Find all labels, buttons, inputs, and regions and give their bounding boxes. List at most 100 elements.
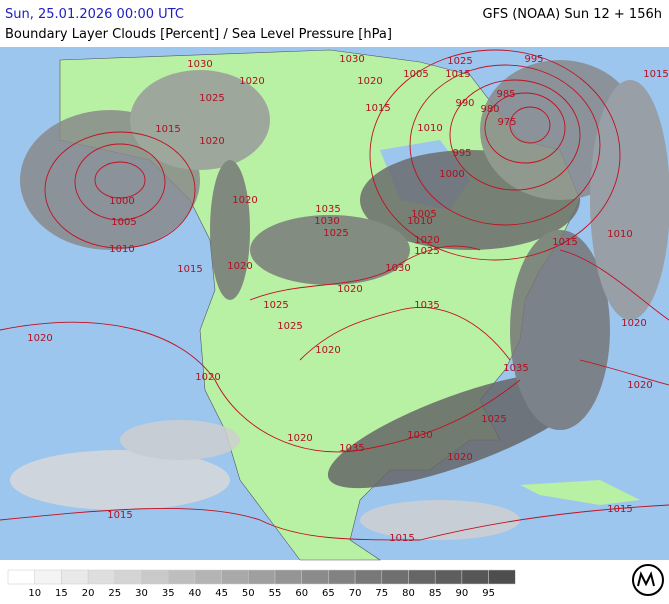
isobar-label: 1015	[107, 510, 132, 521]
legend-label: 95	[482, 588, 495, 599]
legend-label: 35	[162, 588, 175, 599]
isobar-label: 1020	[287, 433, 312, 444]
legend-label: 45	[215, 588, 228, 599]
cuba	[520, 480, 640, 505]
isobar-label: 1025	[447, 56, 472, 67]
isobar-label: 1005	[403, 69, 428, 80]
isobar-label: 1015	[389, 533, 414, 544]
legend-swatch	[248, 569, 276, 585]
legend-label: 15	[55, 588, 68, 599]
legend-swatch	[221, 569, 249, 585]
isobar-label: 1020	[621, 318, 646, 329]
legend-swatch	[87, 569, 116, 585]
isobar-label: 1030	[339, 54, 364, 65]
isobar-label: 1015	[177, 264, 202, 275]
isobar-label: 1020	[357, 76, 382, 87]
legend-label: 50	[242, 588, 255, 599]
isobar-label: 1010	[417, 123, 442, 134]
isobar-label: 1020	[195, 372, 220, 383]
isobar-label: 1005	[111, 217, 136, 228]
cloud	[250, 215, 410, 285]
legend-swatch	[34, 569, 62, 585]
isobar-label: 1020	[447, 452, 472, 463]
legend-label: 20	[82, 588, 95, 599]
isobar-label: 1025	[199, 93, 224, 104]
isobar-label: 980	[480, 104, 499, 115]
isobar-label: 1020	[227, 261, 252, 272]
isobar-label: 1020	[337, 284, 362, 295]
isobars	[0, 49, 669, 541]
legend-swatch	[434, 569, 463, 585]
isobar-label: 1035	[315, 204, 340, 215]
legend-swatch	[194, 569, 222, 585]
legend-label: 25	[108, 588, 121, 599]
legend-swatch	[461, 569, 489, 585]
legend-label: 85	[429, 588, 442, 599]
legend-label: 80	[402, 588, 415, 599]
isobar-label: 1030	[385, 263, 410, 274]
isobar-label: 1025	[481, 414, 506, 425]
cloud	[590, 80, 669, 320]
isobar-label: 990	[455, 98, 474, 109]
isobar-label: 1030	[187, 59, 212, 70]
legend-swatch	[328, 569, 356, 585]
isobar-label: 1020	[232, 195, 257, 206]
isobar-label: 995	[524, 54, 543, 65]
map: 1030102010251015102010001005101010201015…	[0, 47, 669, 561]
legend-label: 60	[295, 588, 308, 599]
isobar-label: 1020	[315, 345, 340, 356]
isobar-label: 1035	[414, 300, 439, 311]
legend-label: 10	[28, 588, 41, 599]
legend-swatch	[61, 569, 89, 585]
date: Sun, 25.01.2026 00:00 UTC	[5, 7, 184, 22]
legend-swatch	[114, 569, 142, 585]
isobar-labels: 1030102010251015102010001005101010201015…	[27, 54, 668, 544]
cloud	[510, 230, 610, 430]
isobar-label: 975	[497, 117, 516, 128]
cloud	[130, 70, 270, 170]
legend-swatch	[408, 569, 436, 585]
isobar-label: 1015	[365, 103, 390, 114]
isobar-label: 1020	[627, 380, 652, 391]
isobar-label: 1020	[239, 76, 264, 87]
legend-swatch	[141, 569, 169, 585]
isobar-label: 1030	[314, 216, 339, 227]
isobar-label: 1015	[552, 237, 577, 248]
legend-swatch	[167, 569, 196, 585]
isobar-label: 1035	[339, 443, 364, 454]
isobar-label: 1015	[607, 504, 632, 515]
logo	[632, 564, 664, 596]
isobar-label: 1000	[439, 169, 464, 180]
legend-label: 30	[135, 588, 148, 599]
isobar-label: 1025	[323, 228, 348, 239]
isobar-label: 1025	[414, 246, 439, 257]
title: Boundary Layer Clouds [Percent] / Sea Le…	[5, 27, 392, 42]
legend-label: 75	[375, 588, 388, 599]
legend-swatch	[7, 569, 35, 585]
clouds	[10, 60, 669, 540]
isobar-label: 985	[496, 89, 515, 100]
legend-swatch	[301, 569, 329, 585]
legend-swatch	[354, 569, 383, 585]
isobar-label: 1010	[407, 216, 432, 227]
isobar-label: 1025	[263, 300, 288, 311]
legend-swatch	[488, 569, 516, 585]
isobar-label: 1015	[445, 69, 470, 80]
isobar-label: 1020	[414, 235, 439, 246]
legend-label: 90	[456, 588, 469, 599]
isobar-label: 1035	[503, 363, 528, 374]
legend-label: 55	[269, 588, 282, 599]
cloud	[10, 450, 230, 510]
isobar-label: 1015	[643, 69, 668, 80]
legend: 10 15 20 25 30 35 40 45 50 55 60 65 70 75 80 85 90 95	[7, 569, 516, 599]
isobar-label: 1020	[199, 136, 224, 147]
legend-label: 70	[349, 588, 362, 599]
legend-label: 40	[189, 588, 202, 599]
isobar-label: 1000	[109, 196, 134, 207]
cloud	[360, 500, 520, 540]
cloud	[210, 160, 250, 300]
isobar-label: 1030	[407, 430, 432, 441]
legend-label: 65	[322, 588, 335, 599]
cloud	[120, 420, 240, 460]
